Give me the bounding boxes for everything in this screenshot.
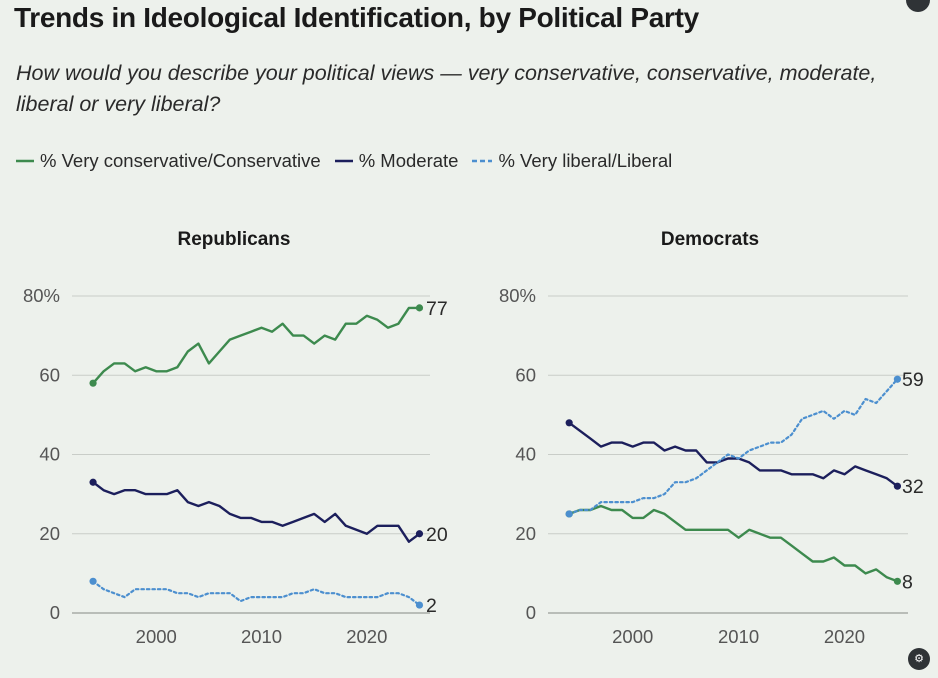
legend-item-conservative: % Very conservative/Conservative (16, 150, 321, 172)
y-tick-label: 40 (515, 444, 536, 465)
y-tick-label: 0 (50, 602, 60, 623)
series-end-point (893, 482, 902, 490)
chart-panel-republicans: Republicans 0 20 40 60 80% 2000 2010 2020 77 20 2 (23, 229, 448, 647)
series-end-label: 8 (902, 571, 913, 593)
y-tick-label: 20 (515, 523, 536, 544)
y-tick-label: 60 (515, 364, 536, 385)
series-start-point (565, 510, 573, 518)
y-tick-label: 60 (39, 364, 60, 385)
y-tick-label: 80% (499, 285, 536, 306)
legend: % Very conservative/Conservative % Moder… (16, 150, 686, 172)
y-tick-label: 20 (39, 523, 60, 544)
legend-swatch-liberal (472, 159, 493, 163)
x-tick-label: 2010 (718, 626, 759, 647)
series-end-label: 2 (426, 595, 437, 617)
y-tick-label: 40 (39, 444, 60, 465)
x-tick-label: 2010 (241, 626, 282, 647)
window-corner-badge (906, 0, 930, 12)
legend-label-conservative: % Very conservative/Conservative (40, 150, 321, 171)
settings-icon[interactable]: ⚙ (908, 648, 930, 670)
chart-panel-democrats: Democrats 0 20 40 60 80% 2000 2010 2020 8 32 59 (499, 229, 924, 647)
panel-title: Democrats (661, 229, 759, 250)
series-start-point (89, 577, 97, 585)
y-tick-label: 0 (526, 602, 536, 623)
series-end-label: 59 (902, 369, 924, 391)
legend-item-moderate: % Moderate (334, 150, 459, 172)
series-end-point (893, 375, 902, 383)
legend-item-liberal: % Very liberal/Liberal (472, 150, 672, 172)
legend-label-liberal: % Very liberal/Liberal (498, 150, 673, 171)
series-end-label: 20 (426, 524, 448, 546)
series-start-point (565, 419, 573, 427)
x-tick-label: 2020 (346, 626, 387, 647)
panel-title: Republicans (178, 229, 291, 250)
series-end-point (415, 601, 424, 609)
legend-swatch-conservative (16, 159, 34, 163)
series-end-label: 32 (902, 476, 924, 498)
series-line-liberal (568, 378, 899, 516)
series-line-moderate (568, 421, 899, 488)
legend-swatch-moderate (334, 159, 353, 163)
series-line-conservative (91, 306, 421, 385)
series-line-moderate (91, 481, 421, 543)
x-tick-label: 2000 (612, 626, 653, 647)
series-end-point (415, 530, 424, 538)
series-line-liberal (91, 580, 421, 607)
x-tick-label: 2000 (136, 626, 177, 647)
legend-label-moderate: % Moderate (358, 150, 459, 171)
chart-subtitle: How would you describe your political vi… (16, 61, 877, 116)
x-tick-label: 2020 (824, 626, 865, 647)
y-tick-label: 80% (23, 285, 60, 306)
series-end-point (893, 577, 902, 585)
chart-title: Trends in Ideological Identification, by… (14, 2, 699, 33)
series-line-conservative (568, 504, 899, 583)
series-end-label: 77 (426, 298, 448, 320)
series-start-point (89, 379, 97, 387)
series-end-point (415, 304, 424, 312)
series-start-point (89, 478, 97, 486)
